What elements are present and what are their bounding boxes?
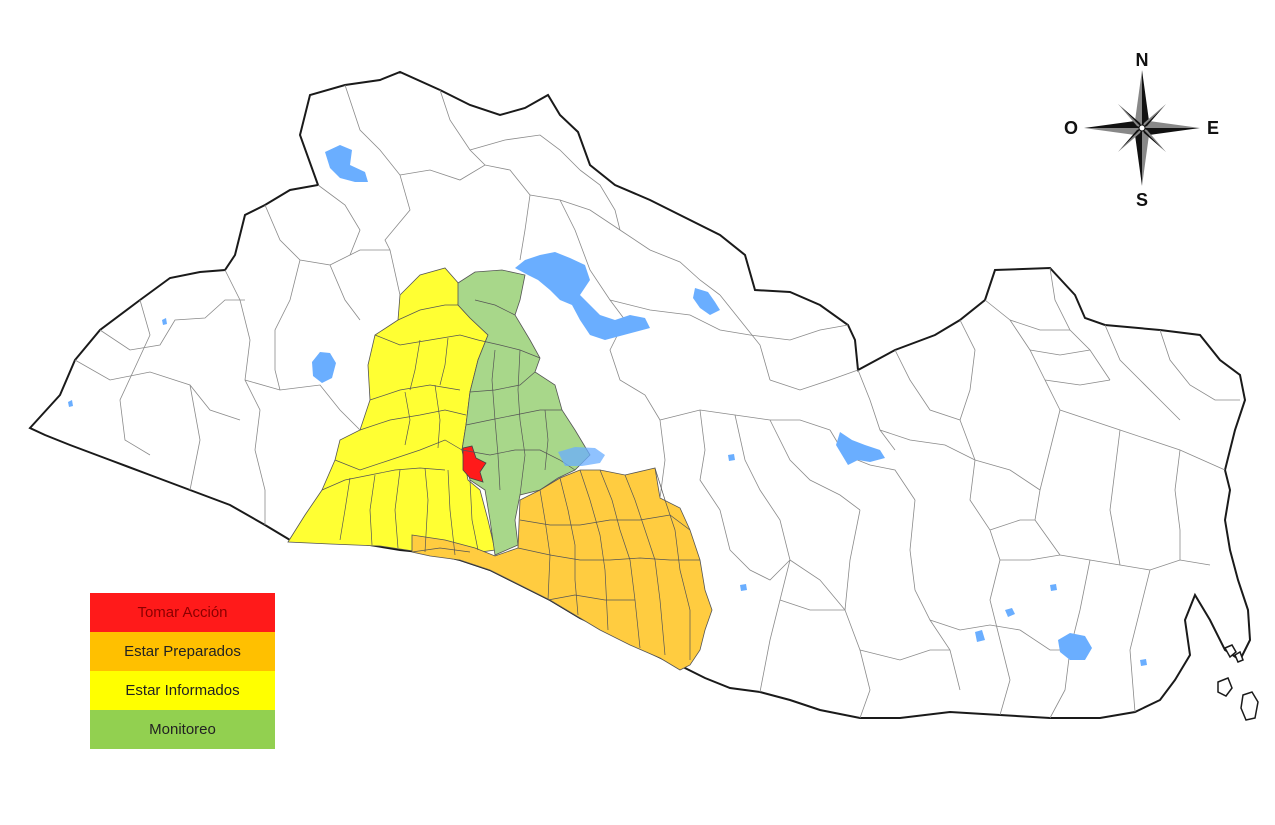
compass-rose-icon [1084,70,1200,186]
lake-coatepeque [312,352,336,383]
legend-item-estar-preparados: Estar Preparados [90,632,275,671]
legend-label: Estar Informados [125,682,240,699]
reservoir-east [693,288,720,315]
lake-guija [325,145,368,182]
alert-legend: Tomar Acción Estar Preparados Estar Info… [90,593,275,749]
lagoon-small-3 [1050,584,1057,591]
legend-label: Monitoreo [149,721,216,738]
compass-west-label: O [1064,118,1078,138]
region-internal-boundaries [321,299,700,660]
island-1 [1217,677,1233,697]
island-4 [1234,650,1244,663]
legend-item-monitoreo: Monitoreo [90,710,275,749]
region-tomar-accion [462,445,487,483]
lagoon-small-1 [1005,608,1015,617]
lagoon-small-5 [162,318,167,325]
compass-south-label: S [1136,190,1148,210]
lagoon-small-8 [68,400,73,407]
lake-ilopango [558,447,605,466]
island-3 [1223,644,1237,659]
lagoon-small-6 [728,454,735,461]
reservoir-lempa [836,432,885,465]
island-2 [1240,691,1259,721]
islands [1217,644,1259,721]
water-bodies [68,145,1147,666]
legend-item-estar-informados: Estar Informados [90,671,275,710]
lagoon-small-7 [740,584,747,591]
lagoon-small-2 [975,630,985,642]
legend-label: Estar Preparados [124,643,241,660]
compass-east-label: E [1207,118,1219,138]
compass-north-label: N [1136,50,1149,70]
reservoir-cerron-grande [515,252,650,340]
lake-olomega [1058,633,1092,660]
legend-item-tomar-accion: Tomar Acción [90,593,275,632]
lagoon-small-4 [1140,659,1147,666]
legend-label: Tomar Acción [137,604,228,621]
